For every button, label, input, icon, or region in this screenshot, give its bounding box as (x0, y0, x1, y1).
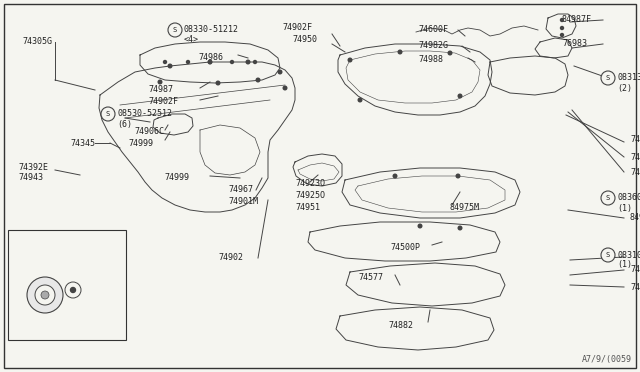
Text: 74999: 74999 (164, 173, 189, 183)
Text: 74987: 74987 (148, 86, 173, 94)
Circle shape (230, 61, 234, 64)
Circle shape (209, 61, 211, 64)
Circle shape (458, 94, 462, 98)
Circle shape (561, 33, 563, 36)
Text: 74305G: 74305G (22, 38, 52, 46)
Circle shape (65, 282, 81, 298)
Text: S: S (606, 195, 610, 201)
Text: 74600F: 74600F (418, 26, 448, 35)
Circle shape (398, 50, 402, 54)
Text: 74578: 74578 (630, 282, 640, 292)
Text: 74988: 74988 (630, 135, 640, 144)
Text: 74943: 74943 (18, 173, 43, 183)
Text: S: S (106, 111, 110, 117)
Circle shape (163, 61, 166, 64)
Circle shape (35, 285, 55, 305)
Text: 08310-40642: 08310-40642 (617, 250, 640, 260)
Circle shape (256, 78, 260, 82)
Circle shape (27, 277, 63, 313)
Circle shape (208, 60, 212, 64)
Text: 74988: 74988 (418, 55, 443, 64)
Circle shape (101, 107, 115, 121)
Circle shape (456, 174, 460, 178)
Circle shape (253, 61, 257, 64)
Circle shape (216, 81, 220, 85)
Text: <4>: <4> (184, 35, 199, 45)
Circle shape (69, 286, 77, 294)
Text: 08360-61298: 08360-61298 (617, 193, 640, 202)
Text: 74345: 74345 (70, 138, 95, 148)
Text: 74951: 74951 (295, 202, 320, 212)
Text: 74982G: 74982G (418, 42, 448, 51)
Text: (6): (6) (117, 119, 132, 128)
Text: 74500P: 74500P (390, 244, 420, 253)
Text: 74901M: 74901M (228, 198, 258, 206)
Text: 76983: 76983 (562, 39, 587, 48)
Text: 74902: 74902 (218, 253, 243, 263)
Text: 74958(RH): 74958(RH) (15, 235, 56, 244)
Text: 74884: 74884 (630, 266, 640, 275)
Text: S: S (606, 75, 610, 81)
Text: 08530-52512: 08530-52512 (117, 109, 172, 119)
Text: (1): (1) (617, 203, 632, 212)
Text: S: S (606, 252, 610, 258)
Text: 84987F: 84987F (562, 16, 592, 25)
Circle shape (283, 86, 287, 90)
Circle shape (348, 58, 352, 62)
Text: 08330-51212: 08330-51212 (184, 26, 239, 35)
Text: 84976: 84976 (630, 214, 640, 222)
Text: 74392E: 74392E (18, 164, 48, 173)
Text: 74950: 74950 (292, 35, 317, 45)
Circle shape (358, 98, 362, 102)
Circle shape (278, 70, 282, 74)
Text: 84975M: 84975M (450, 202, 480, 212)
Circle shape (458, 226, 462, 230)
Text: 74999: 74999 (128, 138, 153, 148)
Text: A7/9/(0059: A7/9/(0059 (582, 355, 632, 364)
Text: 74967: 74967 (228, 186, 253, 195)
Text: 74902F: 74902F (148, 97, 178, 106)
Text: (1): (1) (617, 260, 632, 269)
Circle shape (418, 224, 422, 228)
Circle shape (601, 71, 615, 85)
Text: 74882: 74882 (388, 321, 413, 330)
Text: (2): (2) (617, 83, 632, 93)
Text: 74989: 74989 (630, 153, 640, 161)
Circle shape (393, 174, 397, 178)
Circle shape (601, 248, 615, 262)
Circle shape (601, 191, 615, 205)
Text: 74906C: 74906C (134, 126, 164, 135)
Text: 74923O: 74923O (295, 179, 325, 187)
Text: 08313-40825: 08313-40825 (617, 74, 640, 83)
Text: 74924Q: 74924Q (630, 167, 640, 176)
Circle shape (70, 288, 76, 292)
Circle shape (246, 60, 250, 64)
Circle shape (41, 291, 49, 299)
Circle shape (186, 61, 189, 64)
Bar (8, 230, 126, 340)
Circle shape (561, 19, 563, 22)
Circle shape (158, 80, 162, 84)
Text: 74925O: 74925O (295, 190, 325, 199)
Circle shape (168, 23, 182, 37)
Circle shape (168, 64, 172, 68)
Text: 74577: 74577 (358, 273, 383, 282)
Circle shape (561, 26, 563, 29)
Circle shape (448, 51, 452, 55)
Text: 74902F: 74902F (282, 23, 312, 32)
Text: 74986: 74986 (198, 52, 223, 61)
Text: S: S (173, 27, 177, 33)
Text: 74959(LH): 74959(LH) (15, 247, 56, 257)
